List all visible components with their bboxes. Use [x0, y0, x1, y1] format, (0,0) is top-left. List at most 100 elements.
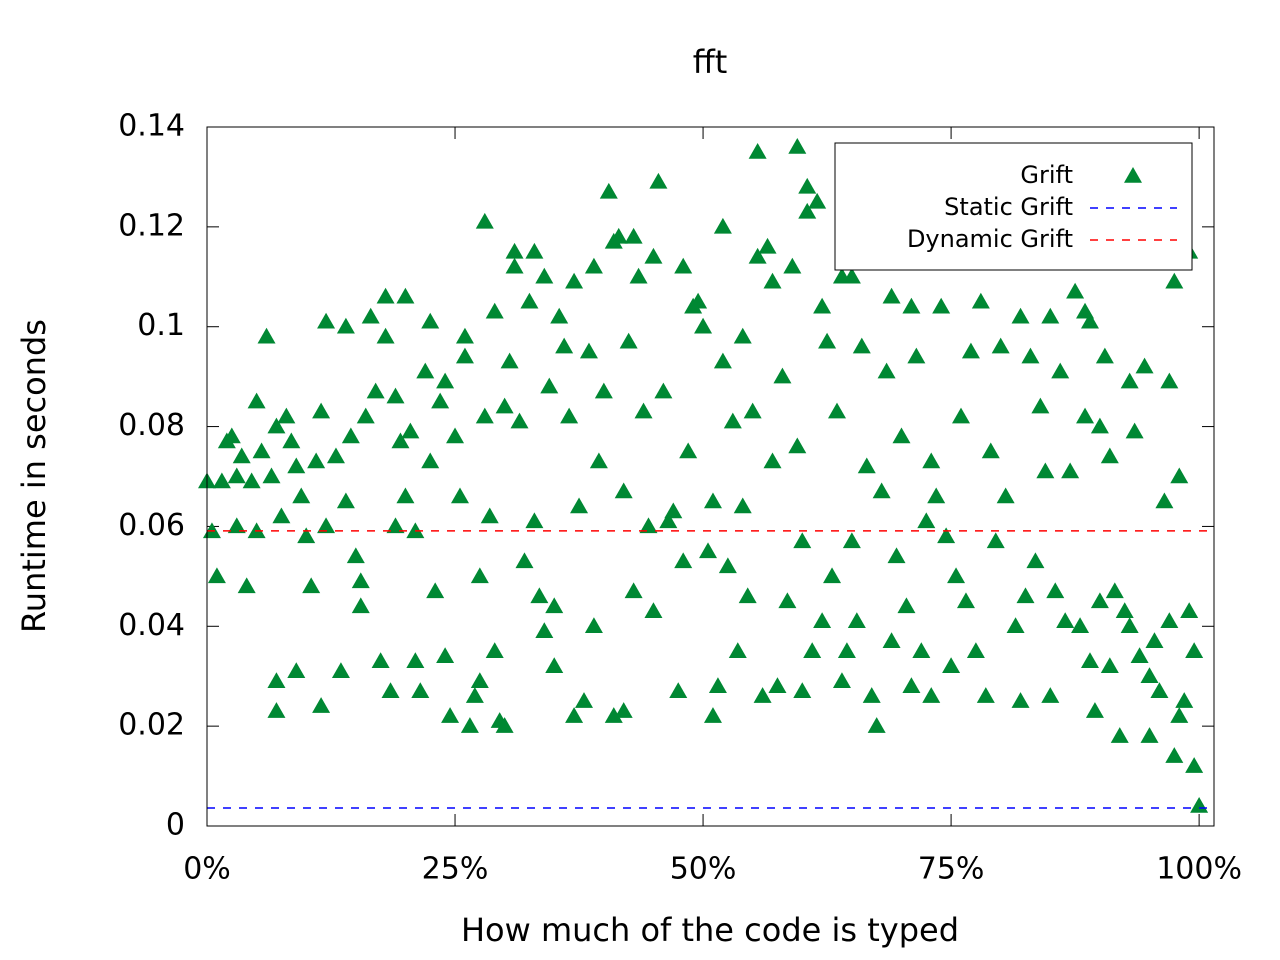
- data-point: [351, 572, 370, 589]
- data-point: [495, 397, 514, 414]
- data-point: [1165, 272, 1184, 289]
- data-point: [1115, 602, 1134, 619]
- data-point: [307, 452, 326, 469]
- y-axis-label: Runtime in seconds: [15, 319, 53, 633]
- data-point: [1100, 657, 1119, 673]
- data-point: [971, 292, 990, 309]
- y-tick-label: 0.1: [137, 308, 185, 343]
- data-point: [837, 642, 856, 658]
- data-point: [803, 642, 822, 658]
- data-point: [818, 332, 837, 349]
- data-point: [485, 302, 504, 319]
- data-point: [1041, 307, 1060, 324]
- data-point: [480, 507, 499, 524]
- data-point: [317, 312, 336, 329]
- data-point: [351, 597, 370, 614]
- data-point: [505, 242, 524, 259]
- data-point: [1090, 417, 1109, 434]
- data-point: [401, 422, 420, 439]
- data-point: [947, 567, 966, 584]
- data-point: [242, 472, 261, 489]
- data-point: [1071, 617, 1090, 634]
- data-point: [341, 427, 360, 444]
- data-point: [381, 682, 400, 698]
- data-point: [1105, 582, 1124, 599]
- data-point: [986, 532, 1005, 549]
- data-point: [788, 137, 807, 154]
- data-point: [877, 362, 896, 379]
- data-point: [376, 287, 395, 304]
- data-point: [500, 352, 519, 369]
- data-point: [257, 327, 276, 344]
- data-point: [1125, 422, 1144, 439]
- data-point: [813, 297, 832, 314]
- data-point: [361, 307, 380, 324]
- data-point: [565, 707, 584, 723]
- data-point: [450, 487, 469, 504]
- plot-frame: [206, 126, 1215, 827]
- data-point: [778, 592, 797, 609]
- x-tick-label: 75%: [918, 852, 985, 887]
- x-tick-label: 0%: [183, 852, 231, 887]
- data-point: [679, 442, 698, 459]
- data-point: [247, 392, 266, 409]
- data-point: [867, 717, 886, 733]
- data-point: [1185, 757, 1204, 773]
- data-point: [902, 677, 921, 693]
- data-point: [555, 337, 574, 354]
- data-point: [237, 577, 256, 594]
- data-point: [981, 442, 1000, 459]
- data-point: [317, 517, 336, 534]
- legend-label: Dynamic Grift: [907, 225, 1073, 253]
- data-point: [421, 312, 440, 329]
- data-point: [788, 437, 807, 454]
- x-tick-label: 25%: [422, 852, 489, 887]
- data-point: [1160, 372, 1179, 389]
- data-point: [436, 372, 455, 389]
- data-point: [892, 427, 911, 444]
- data-point: [723, 412, 742, 429]
- data-point: [1036, 462, 1055, 479]
- data-point: [336, 317, 355, 334]
- data-point: [227, 467, 246, 484]
- data-point: [728, 642, 747, 658]
- data-point: [793, 682, 812, 698]
- data-point: [907, 347, 926, 364]
- x-tick-label: 100%: [1156, 852, 1242, 887]
- data-point: [565, 272, 584, 289]
- data-point: [882, 632, 901, 649]
- data-point: [912, 642, 931, 658]
- data-point: [966, 642, 985, 658]
- data-point: [346, 547, 365, 564]
- data-point: [599, 182, 618, 199]
- data-point: [1080, 652, 1099, 668]
- data-point: [485, 642, 504, 658]
- data-point: [922, 452, 941, 469]
- data-point: [331, 662, 350, 678]
- data-point: [560, 407, 579, 424]
- data-point: [753, 687, 772, 703]
- data-point: [1076, 407, 1095, 424]
- data-point: [842, 532, 861, 549]
- data-point: [550, 307, 569, 324]
- data-point: [654, 382, 673, 399]
- data-point: [659, 512, 678, 529]
- data-point: [773, 367, 792, 384]
- data-point: [991, 337, 1010, 354]
- x-axis-label: How much of the code is typed: [461, 911, 959, 949]
- data-point: [575, 692, 594, 708]
- data-point: [748, 142, 767, 159]
- data-point: [927, 487, 946, 504]
- data-point: [783, 257, 802, 274]
- data-point: [1170, 707, 1189, 723]
- data-point: [1150, 682, 1169, 698]
- data-point: [396, 287, 415, 304]
- data-point: [520, 292, 539, 309]
- data-point: [525, 512, 544, 529]
- data-point: [738, 587, 757, 604]
- data-point: [406, 652, 425, 668]
- y-tick-label: 0.02: [118, 708, 185, 743]
- data-point: [703, 707, 722, 723]
- data-point: [813, 612, 832, 629]
- data-point: [1026, 552, 1045, 569]
